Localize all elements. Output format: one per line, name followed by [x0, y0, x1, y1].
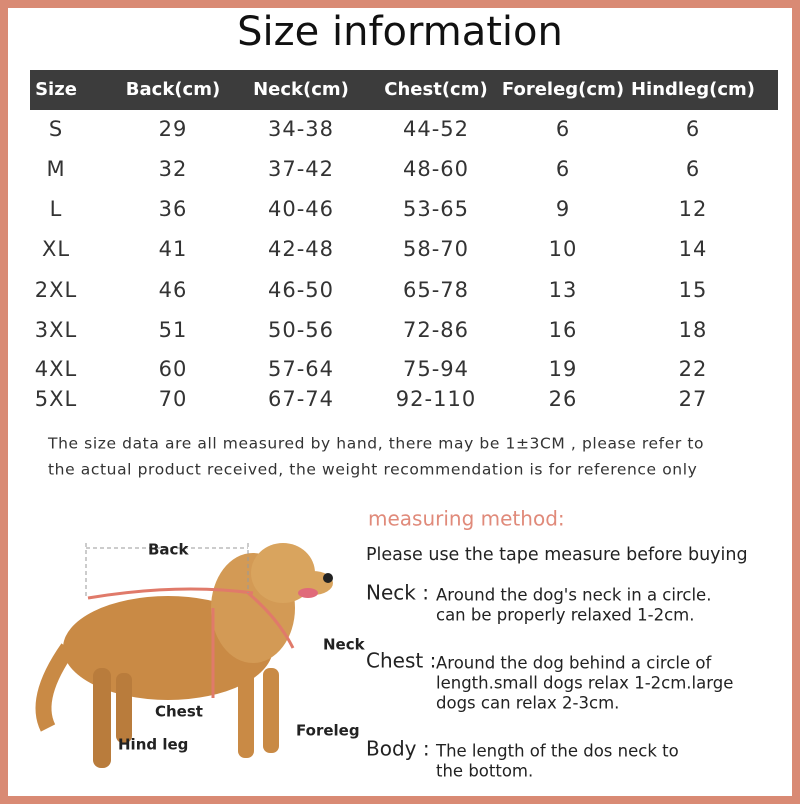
diagram-label: Neck	[323, 636, 366, 654]
table-cell: L	[50, 197, 63, 221]
table-cell: 44-52	[403, 117, 469, 141]
measure-label: Body :	[366, 737, 430, 761]
column-header: Neck(cm)	[253, 79, 349, 100]
table-cell: 50-56	[268, 318, 334, 342]
table-cell: 57-64	[268, 357, 334, 381]
table-cell: 6	[686, 157, 700, 181]
table-cell: 42-48	[268, 237, 334, 261]
table-cell: 46-50	[268, 278, 334, 302]
table-cell: 72-86	[403, 318, 469, 342]
table-cell: 51	[159, 318, 188, 342]
diagram-label: Hind leg	[118, 736, 188, 754]
measure-text: dogs can relax 2-3cm.	[436, 694, 619, 713]
table-cell: 65-78	[403, 278, 469, 302]
dog-illustration	[35, 543, 333, 768]
column-header: Back(cm)	[126, 79, 220, 100]
table-cell: 16	[549, 318, 578, 342]
diagram-label: Foreleg	[296, 722, 360, 740]
table-cell: 19	[549, 357, 578, 381]
table-cell: 6	[686, 117, 700, 141]
table-cell: 41	[159, 237, 188, 261]
column-header: Size	[35, 79, 77, 100]
table-cell: 46	[159, 278, 188, 302]
table-cell: 26	[549, 387, 578, 411]
table-cell: 48-60	[403, 157, 469, 181]
table-cell: 36	[159, 197, 188, 221]
table-cell: 67-74	[268, 387, 334, 411]
table-cell: 53-65	[403, 197, 469, 221]
diagram-label: Back	[148, 541, 189, 559]
header-bar	[30, 70, 778, 110]
measure-label: Chest :	[366, 649, 436, 673]
table-cell: 29	[159, 117, 188, 141]
measuring-title: measuring method:	[368, 507, 565, 531]
diagram-label: Chest	[155, 703, 203, 721]
measure-text: can be properly relaxed 1-2cm.	[436, 606, 694, 625]
table-cell: 13	[549, 278, 578, 302]
title: Size information	[237, 9, 563, 55]
measure-text: the bottom.	[436, 762, 533, 781]
size-chart: Size information Size Back(cm) Neck(cm) Ches…	[30, 9, 778, 781]
table-cell: 14	[679, 237, 708, 261]
table-cell: 10	[549, 237, 578, 261]
column-header: Hindleg(cm)	[631, 79, 755, 100]
table-cell: 92-110	[396, 387, 476, 411]
table-cell: 3XL	[35, 318, 77, 342]
table-cell: 12	[679, 197, 708, 221]
table-cell: 2XL	[35, 278, 77, 302]
table-cell: XL	[42, 237, 70, 261]
table-cell: 5XL	[35, 387, 77, 411]
table-cell: 22	[679, 357, 708, 381]
table-cell: 6	[556, 157, 570, 181]
table-cell: 27	[679, 387, 708, 411]
table-cell: 18	[679, 318, 708, 342]
table-cell: 32	[159, 157, 188, 181]
table-cell: 9	[556, 197, 570, 221]
measure-text: The length of the dos neck to	[435, 742, 679, 761]
table-cell: 70	[159, 387, 188, 411]
table-cell: M	[46, 157, 65, 181]
column-header: Chest(cm)	[384, 79, 487, 100]
table-cell: 4XL	[35, 357, 77, 381]
table-cell: 40-46	[268, 197, 334, 221]
table-cell: 6	[556, 117, 570, 141]
table-cell: 75-94	[403, 357, 469, 381]
measure-text: Around the dog's neck in a circle.	[436, 586, 711, 605]
column-header: Foreleg(cm)	[502, 79, 624, 100]
table-cell: S	[49, 117, 63, 141]
measure-text: length.small dogs relax 1-2cm.large	[436, 674, 733, 693]
note-line: The size data are all measured by hand, …	[47, 435, 704, 453]
table-cell: 15	[679, 278, 708, 302]
table-cell: 37-42	[268, 157, 334, 181]
measuring-intro: Please use the tape measure before buyin…	[366, 545, 748, 565]
table-cell: 60	[159, 357, 188, 381]
table-cell: 34-38	[268, 117, 334, 141]
measure-text: Around the dog behind a circle of	[436, 654, 712, 673]
table-cell: 58-70	[403, 237, 469, 261]
measure-label: Neck :	[366, 581, 429, 605]
note-line: the actual product received, the weight …	[48, 461, 697, 479]
